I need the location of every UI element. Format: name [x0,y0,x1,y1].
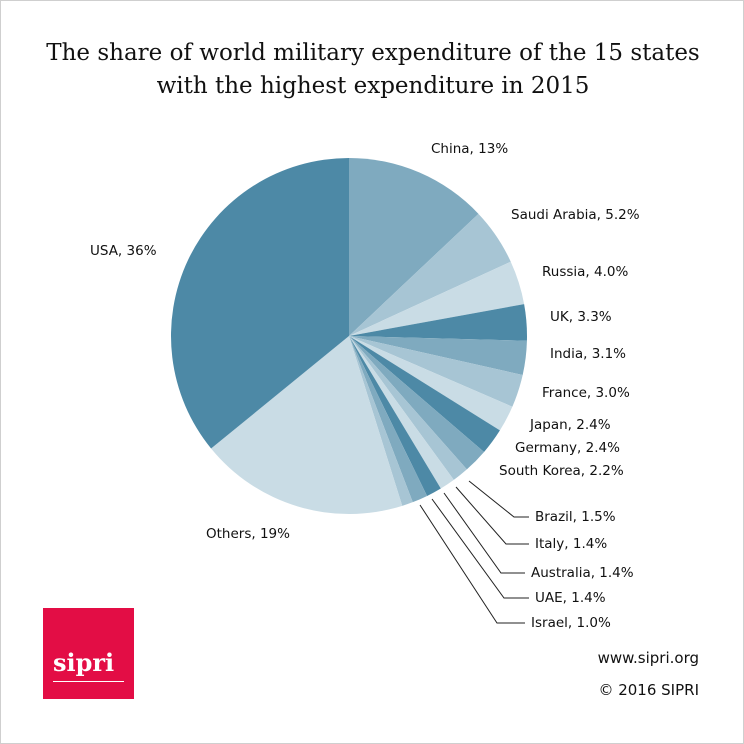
label-china: China, 13% [431,141,509,157]
title-line: The share of world military expenditure … [46,40,700,66]
logo-text: sipri [53,648,115,677]
label-israel: Israel, 1.0% [531,615,611,631]
label-others: Others, 19% [206,526,290,542]
slice-brazil [349,336,467,480]
leader-line [443,492,525,574]
label-germany: Germany, 2.4% [515,440,620,456]
slice-india [349,336,527,375]
label-brazil: Brazil, 1.5% [535,509,616,525]
leader-line [455,486,529,545]
footer-copyright: © 2016 SIPRI [598,681,699,699]
slice-china [349,158,479,336]
slice-uk [349,304,527,341]
label-south-korea: South Korea, 2.2% [499,463,624,479]
leader-line [468,480,529,518]
label-russia: Russia, 4.0% [542,264,629,280]
slice-usa [170,158,349,449]
slice-saudi-arabia [349,213,511,336]
footer-url: www.sipri.org [597,649,699,667]
leader-line [419,504,525,624]
label-saudi-arabia: Saudi Arabia, 5.2% [511,207,640,223]
label-france: France, 3.0% [542,385,630,401]
label-uk: UK, 3.3% [550,309,612,325]
slice-germany [349,336,500,452]
slice-japan [349,336,513,431]
chart-title: The share of world military expenditure … [1,37,743,103]
slice-others [211,336,403,514]
slice-france [349,336,523,407]
slice-uae [349,336,428,503]
slice-russia [349,261,525,336]
slice-south-korea [349,336,485,470]
label-italy: Italy, 1.4% [535,536,608,552]
slice-israel [349,336,413,506]
label-usa: USA, 36% [90,243,157,259]
label-japan: Japan, 2.4% [530,417,611,433]
leader-line [431,498,529,599]
label-australia: Australia, 1.4% [531,565,634,581]
slice-australia [349,336,441,496]
sipri-logo: sipri [43,608,134,699]
slice-italy [349,336,454,489]
title-line: with the highest expenditure in 2015 [156,73,590,99]
label-india: India, 3.1% [550,346,627,362]
label-uae: UAE, 1.4% [535,590,606,606]
